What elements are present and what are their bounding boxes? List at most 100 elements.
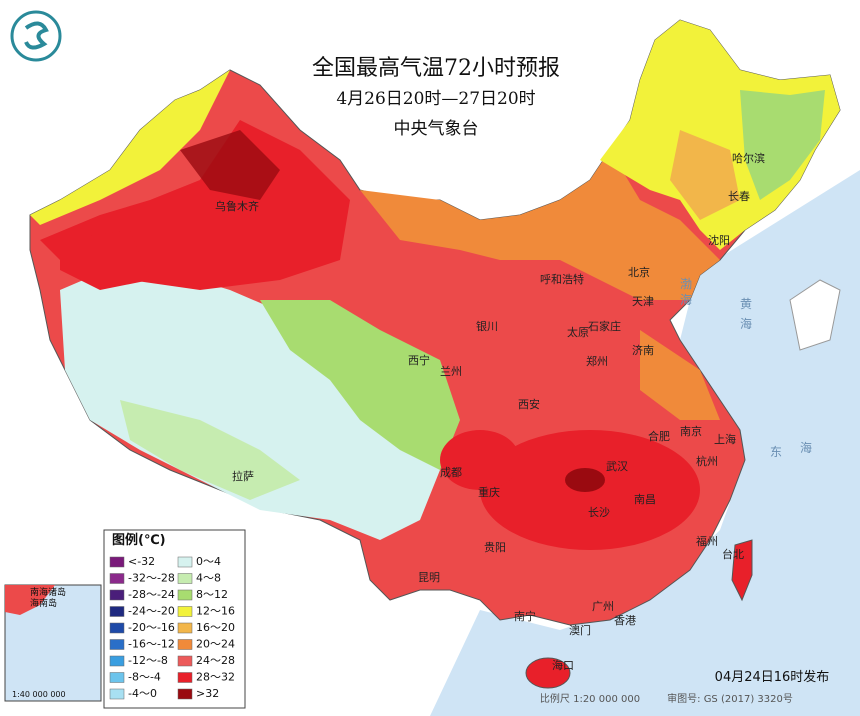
sea-area [430,170,860,716]
city: 太原 [567,326,589,339]
city: 昆明 [418,571,440,584]
legend-label: -32～-28 [128,572,175,585]
map-title: 全国最高气温72小时预报 [312,56,560,81]
city: 北京 [628,265,650,279]
legend-title: 图例(℃) [112,532,166,548]
scale: 比例尺 1:20 000 000 [540,692,640,705]
legend-swatch [109,622,125,634]
city: 乌鲁木齐 [215,199,259,213]
legend-items: <-32 -32～-28 -28～-24 -24～-20 -20～-16 -16～-12 -… [109,555,235,700]
city: 合肥 [648,429,670,443]
city: 台北 [722,547,744,561]
city: 重庆 [478,485,500,499]
city: 郑州 [586,354,608,368]
legend-label: 8～12 [196,588,228,601]
approval: 审图号: GS (2017) 3320号 [667,692,793,705]
temp-region [600,20,840,250]
temp-region [30,70,230,225]
legend-swatch [109,606,125,617]
temp-region [640,330,720,420]
inset-title: 南海诸岛 [30,586,66,598]
legend-label: 12～16 [196,605,235,618]
city: 长春 [728,190,750,203]
legend-label: -16～-12 [128,638,175,651]
legend-label: <-32 [128,555,155,568]
legend-swatch [177,589,193,601]
legend-label: >32 [196,687,219,700]
sea-label: 海 [680,292,692,307]
city: 长沙 [588,506,610,519]
legend-swatch [177,655,193,667]
legend-label: -20～-16 [128,621,175,634]
legend-swatch [109,688,125,700]
legend-swatch [177,606,193,617]
logo-mark [24,21,49,50]
city-labels: 乌鲁木齐 哈尔滨 长春 沈阳 呼和浩特 北京 天津 银川 太原 石家庄 济南 西… [215,151,765,672]
legend-swatch [177,556,193,568]
legend-label: 0～4 [196,555,221,568]
temp-region [60,260,455,540]
legend-swatch [109,639,125,650]
city: 香港 [614,614,636,627]
inset-land [5,585,55,615]
city: 南昌 [634,493,656,506]
legend-swatch [177,639,193,650]
sea-label: 海 [740,316,752,331]
temp-region [120,400,300,500]
legend-label: 16～20 [196,621,235,634]
city: 南宁 [514,609,536,623]
city: 西安 [518,397,540,411]
legend-swatch [177,672,193,683]
legend-label: -12～-8 [128,654,168,667]
issued: 04月24日16时发布 [715,669,830,685]
temp-region [565,468,605,492]
legend-swatch [109,573,125,584]
temp-region [260,300,460,470]
city: 哈尔滨 [732,151,765,165]
legend-swatch [177,688,193,700]
legend-frame [103,529,246,709]
city: 贵阳 [484,541,506,554]
legend-label: 28～32 [196,671,235,684]
legend-swatch [109,655,125,667]
temp-region [740,90,825,200]
taiwan [731,539,753,602]
city: 天津 [632,295,654,308]
legend-label: -4～0 [128,687,157,700]
city: 银川 [476,319,498,333]
legend-swatch [109,589,125,601]
temp-region [360,150,720,300]
city: 南京 [680,424,702,438]
city: 西宁 [408,353,430,367]
legend-swatch [109,672,125,683]
city: 拉萨 [232,469,254,483]
hainan [525,657,571,689]
sea-label: 东 [770,445,782,459]
sea-label: 渤 [680,277,692,291]
sea-label: 海 [800,440,812,455]
temp-region [670,130,740,220]
sea-label: 黄 [740,297,752,311]
city: 福州 [696,534,718,548]
city: 兰州 [440,365,462,378]
legend-swatch [177,573,193,584]
map-subtitle: 4月26日20时—27日20时 [336,89,535,109]
city: 海口 [552,658,574,672]
inset-scale: 1:40 000 000 [12,690,66,699]
city: 杭州 [696,454,718,468]
legend-label: 24～28 [196,654,235,667]
legend-label: -24～-20 [128,605,175,618]
city: 成都 [440,466,462,479]
legend-label: 20～24 [196,638,235,651]
legend-swatch [109,556,125,568]
temp-region [440,430,520,490]
temp-region [180,130,280,200]
legend-swatch [177,622,193,634]
legend-label: -8～-4 [128,671,161,684]
city: 沈阳 [708,233,730,247]
city: 广州 [592,600,614,613]
city: 澳门 [569,623,591,637]
city: 济南 [632,343,654,357]
